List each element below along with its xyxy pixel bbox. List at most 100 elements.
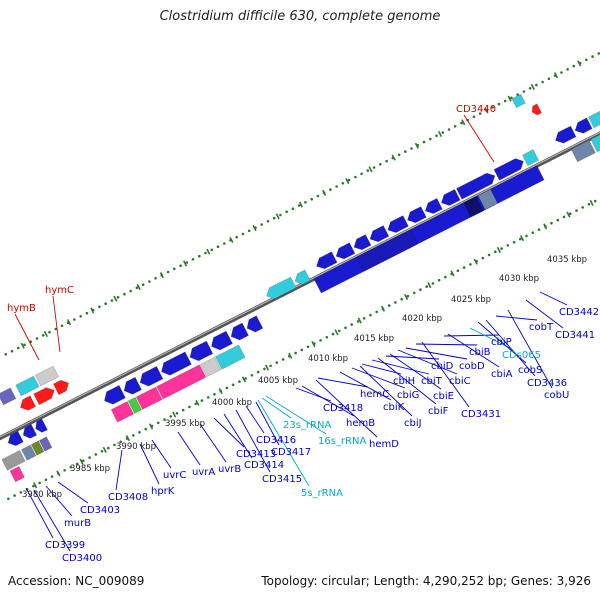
scale-dot [506, 244, 510, 247]
scale-dot [275, 361, 279, 364]
leader-line [405, 347, 468, 360]
scale-dot [441, 131, 445, 134]
scale-dot [191, 258, 195, 261]
scale-dot [556, 218, 560, 222]
scale-tick-mark [33, 482, 38, 489]
gene-feature [123, 376, 142, 395]
gene-label: CD3414 [244, 460, 284, 471]
scale-dot [241, 232, 245, 236]
scale-dot [356, 320, 360, 323]
scale-dot [132, 434, 135, 437]
scale-tick-mark [195, 399, 200, 406]
scale-dot [107, 446, 110, 450]
gene-feature [246, 315, 264, 333]
scale-dot [10, 349, 14, 353]
scale-dot [425, 285, 429, 288]
scale-tick-mark [182, 260, 188, 267]
gene-feature [104, 384, 126, 405]
leader-line [495, 315, 538, 321]
leader-line [377, 357, 437, 405]
scale-dot [48, 330, 51, 334]
scale-dot [185, 261, 189, 264]
scale-tick-mark [566, 211, 571, 218]
scale-dot [528, 87, 532, 90]
scale-dot [341, 182, 345, 185]
backbone-line [0, 131, 600, 441]
scale-dot [148, 280, 151, 283]
scale-dot [372, 166, 376, 169]
scale-dot [331, 332, 335, 336]
gene-label: uvrC [163, 470, 186, 481]
scale-dot [304, 201, 307, 204]
gene-label: cobT [529, 322, 554, 333]
scale-dot [4, 353, 8, 356]
leader-line [361, 363, 402, 375]
gene-label: cbiD [431, 361, 454, 372]
scale-dot [503, 99, 507, 103]
gene-feature [441, 188, 461, 206]
scale-tick-mark [530, 83, 535, 90]
scale-dot [73, 318, 76, 321]
gene-feature [22, 423, 38, 439]
scale-dot [469, 263, 472, 266]
scale-tick-mark [473, 258, 478, 265]
scale-dot [247, 229, 251, 233]
scale-dot [210, 248, 214, 252]
scale-dot [397, 153, 401, 157]
scale-dot [385, 159, 388, 163]
scale-dot [379, 163, 382, 166]
gene-feature [20, 395, 37, 411]
scale-dot [453, 125, 457, 128]
scale-tick-mark [507, 95, 512, 102]
scale-tick-mark [427, 282, 432, 289]
scale-tick-mark [577, 60, 582, 67]
scale-tick-mark [79, 458, 84, 465]
scale-tick-mark [275, 213, 280, 220]
scale-dot [272, 216, 276, 220]
gene-feature [531, 103, 542, 116]
gene-feature [353, 234, 372, 251]
scale-tick-label: 4035 kbp [547, 255, 587, 265]
scale-dot [297, 204, 301, 207]
gene-feature [35, 418, 48, 433]
scale-tick-mark [206, 248, 211, 255]
scale-dot [281, 358, 285, 361]
scale-dot [100, 450, 104, 453]
leader-line [45, 485, 73, 517]
scale-dot [213, 393, 216, 396]
scale-dot [429, 137, 432, 141]
leader-line [469, 327, 511, 349]
gene-feature [21, 444, 37, 461]
gene-label: hemD [369, 439, 399, 450]
scale-dot [541, 80, 544, 84]
scale-dot [119, 440, 123, 444]
gene-feature [33, 387, 55, 406]
scale-dot [123, 292, 126, 296]
scale-dot [266, 220, 270, 223]
scale-dot [487, 253, 491, 257]
scale-dot [35, 337, 39, 340]
gene-label: cobS [518, 365, 542, 376]
scale-tick-mark [334, 329, 339, 336]
scale-tick-mark [264, 364, 270, 371]
scale-dot [593, 199, 597, 203]
scale-dot [235, 235, 238, 239]
gene-label: hemC [360, 389, 389, 400]
gene-feature [456, 172, 496, 200]
gene-label: CD3417 [271, 447, 311, 458]
scale-tick-mark [90, 307, 95, 314]
scale-dot [60, 324, 64, 328]
scale-tick-label: 4025 kbp [451, 295, 491, 305]
scale-tick-mark [357, 317, 362, 324]
scale-tick-mark [136, 283, 141, 290]
leader-line [245, 405, 265, 434]
scale-dot [404, 150, 407, 153]
scale-dot [362, 317, 366, 320]
gene-label: 16s_rRNA [318, 436, 366, 447]
gene-label: cobD [459, 361, 485, 372]
leader-line [317, 377, 369, 388]
gene-feature [590, 134, 600, 153]
scale-dot [54, 327, 57, 331]
scale-dot [44, 478, 48, 482]
gene-label: 23s_rRNA [283, 420, 331, 431]
